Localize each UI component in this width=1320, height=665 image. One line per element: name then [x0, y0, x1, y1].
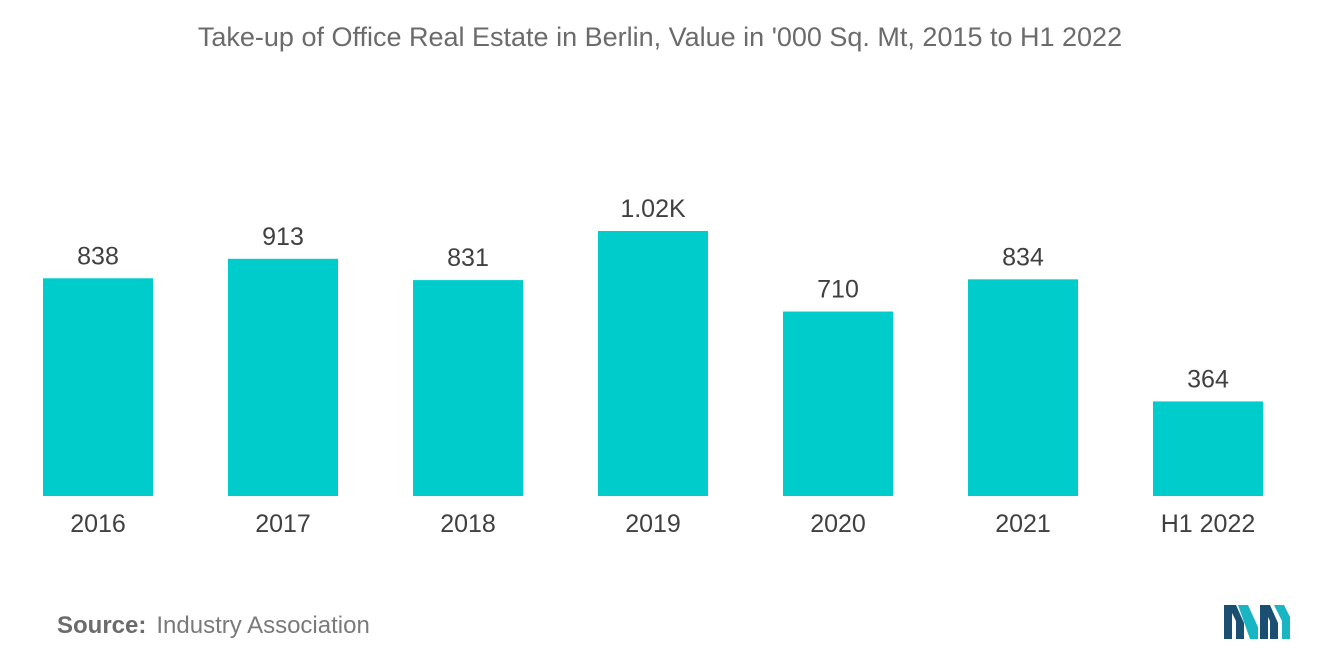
data-label: 831 [447, 244, 489, 272]
x-tick-label: 2017 [255, 510, 311, 538]
data-label: 364 [1187, 365, 1229, 393]
bar-2018 [413, 280, 523, 496]
bar-2021 [968, 279, 1078, 496]
bar-2019 [598, 231, 708, 496]
x-tick-label: 2019 [625, 510, 681, 538]
bar-h1-2022 [1153, 401, 1263, 496]
source-note: Source: Industry Association [57, 612, 370, 640]
bar-2020 [783, 311, 893, 496]
bar-2017 [228, 258, 338, 496]
chart-title: Take-up of Office Real Estate in Berlin,… [197, 22, 1123, 52]
data-label: 710 [817, 276, 859, 304]
x-tick-label: 2020 [810, 510, 866, 538]
bar-2016 [43, 278, 153, 496]
data-label: 834 [1002, 243, 1044, 271]
source-label: Source: [57, 612, 147, 639]
x-tick-label: H1 2022 [1161, 510, 1256, 538]
x-tick-label: 2021 [995, 510, 1051, 538]
source-text: Industry Association [156, 612, 370, 639]
data-label: 1.02K [620, 195, 686, 223]
x-tick-label: 2018 [440, 510, 496, 538]
mordor-intelligence-logo-icon [1224, 605, 1290, 639]
x-tick-label: 2016 [70, 510, 126, 538]
data-label: 913 [262, 223, 304, 251]
data-label: 838 [77, 242, 119, 270]
